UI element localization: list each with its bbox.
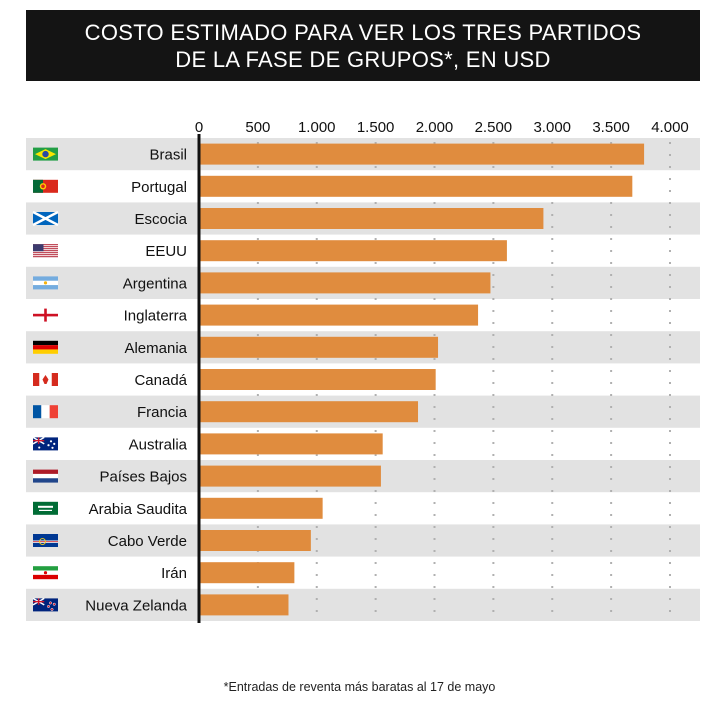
bar — [199, 465, 381, 487]
england-flag-icon — [33, 308, 58, 322]
x-tick-label: 3.500 — [592, 119, 630, 136]
argentina-flag-icon — [33, 276, 58, 290]
netherlands-flag-icon — [33, 469, 58, 483]
bar — [199, 369, 436, 390]
category-label: Francia — [137, 404, 188, 421]
bar — [199, 304, 479, 326]
x-tick-label: 4.000 — [651, 119, 689, 136]
saudi-arabia-flag-icon — [33, 501, 58, 515]
footnote: *Entradas de reventa más baratas al 17 d… — [223, 680, 496, 694]
category-label: Argentina — [123, 275, 188, 292]
bar — [199, 497, 323, 519]
scotland-flag-icon — [32, 210, 59, 227]
portugal-flag-icon — [33, 179, 58, 193]
category-label: Canadá — [134, 372, 187, 389]
category-label: Arabia Saudita — [89, 501, 188, 518]
australia-flag-icon — [32, 436, 58, 451]
france-flag-icon — [33, 405, 58, 419]
brazil-flag-icon — [33, 147, 58, 161]
category-label: Irán — [161, 565, 187, 582]
bar — [199, 530, 311, 551]
bar — [199, 401, 419, 423]
bar — [199, 433, 383, 455]
bar — [199, 272, 491, 294]
canada-flag-icon — [33, 373, 58, 386]
x-tick-label: 500 — [245, 119, 270, 136]
x-tick-label: 1.500 — [357, 119, 395, 136]
germany-flag-icon — [33, 340, 58, 354]
cape-verde-flag-icon — [33, 534, 58, 547]
category-label: Brasil — [149, 147, 187, 164]
chart-title-line-1: COSTO ESTIMADO PARA VER LOS TRES PARTIDO… — [84, 19, 642, 45]
bar — [199, 208, 544, 229]
bar-chart: 0 500 1.000 1.500 2.000 2.500 3.000 3.500 4.000 B… — [26, 119, 700, 623]
bar — [199, 143, 645, 165]
x-tick-label: 0 — [195, 119, 203, 136]
category-label: Nueva Zelanda — [85, 597, 187, 614]
chart-title-line-2: DE LA FASE DE GRUPOS*, EN USD — [175, 46, 551, 72]
new-zealand-flag-icon — [32, 597, 58, 612]
x-tick-label: 2.000 — [416, 119, 454, 136]
category-label: Escocia — [134, 211, 187, 228]
chart-title-band: COSTO ESTIMADO PARA VER LOS TRES PARTIDO… — [26, 10, 700, 81]
iran-flag-icon — [33, 566, 58, 580]
category-label: Portugal — [131, 179, 187, 196]
category-label: Países Bajos — [99, 469, 187, 486]
x-tick-label: 2.500 — [475, 119, 513, 136]
row-stripe — [26, 588, 700, 621]
row-stripe — [26, 524, 700, 557]
category-label: Australia — [129, 436, 188, 453]
x-tick-label: 3.000 — [533, 119, 571, 136]
category-label: Cabo Verde — [108, 533, 187, 550]
category-label: Alemania — [124, 340, 187, 357]
bar — [199, 336, 439, 358]
x-tick-label: 1.000 — [298, 119, 336, 136]
bar — [199, 562, 295, 584]
bar — [199, 594, 289, 616]
category-label: Inglaterra — [124, 308, 188, 325]
category-label: EEUU — [145, 243, 187, 260]
usa-flag-icon — [33, 244, 58, 258]
bar — [199, 175, 633, 197]
bar — [199, 240, 507, 262]
